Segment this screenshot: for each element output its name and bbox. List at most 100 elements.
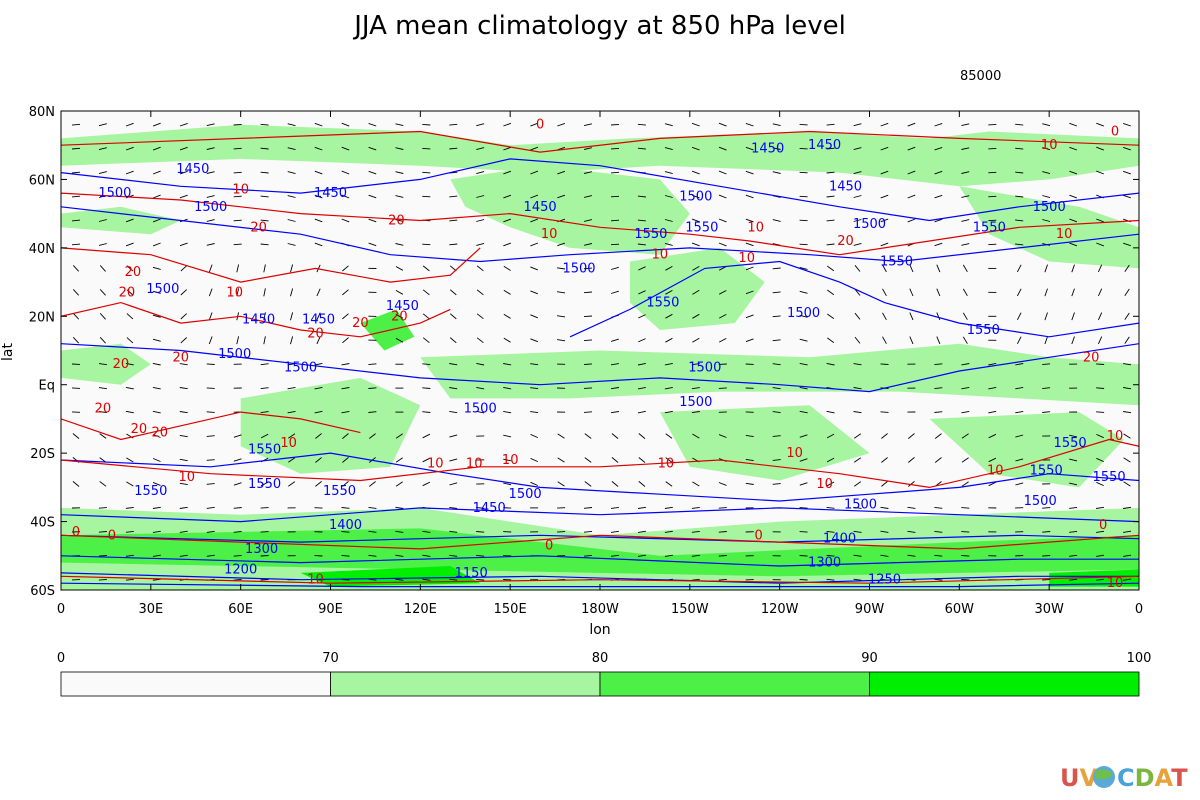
wind-vector — [610, 290, 619, 294]
wind-vector — [880, 530, 889, 533]
wind-vector — [208, 336, 213, 345]
wind-vector — [826, 481, 835, 487]
wind-vector — [907, 530, 916, 533]
wind-vector — [395, 147, 404, 150]
wind-vector — [125, 146, 134, 151]
wind-vector — [99, 289, 106, 296]
wind-vector — [557, 291, 566, 294]
wind-vector — [610, 554, 619, 557]
wind-vector — [449, 506, 458, 509]
wind-vector — [449, 387, 458, 390]
wind-vector — [557, 242, 566, 247]
wind-vector — [342, 265, 349, 272]
wind-vector — [72, 289, 80, 296]
wind-vector — [1042, 171, 1051, 175]
wind-vector — [882, 336, 887, 344]
x-tick-label: 0 — [57, 602, 65, 617]
wind-vector — [1096, 530, 1105, 533]
wind-vector — [233, 123, 242, 126]
wind-vector — [206, 459, 215, 461]
wind-vector — [638, 290, 646, 295]
wind-vector — [664, 171, 673, 175]
wind-vector — [961, 457, 969, 463]
wind-vector — [342, 313, 349, 320]
wind-vector — [665, 290, 673, 295]
x-tick-label: 150E — [494, 602, 527, 617]
wind-vector — [611, 457, 619, 463]
wind-vector — [126, 481, 134, 487]
contour-label: 20 — [131, 422, 148, 437]
wind-vector — [1123, 170, 1131, 175]
wind-vector — [1096, 170, 1104, 175]
wind-vector — [341, 554, 350, 557]
wind-vector — [1096, 122, 1104, 127]
wind-vector — [611, 481, 619, 487]
wind-vector — [691, 554, 700, 557]
contour-label: 1300 — [245, 542, 278, 557]
wind-vector — [583, 147, 593, 150]
wind-vector — [961, 481, 969, 487]
wind-vector — [152, 506, 161, 509]
wind-vector — [368, 146, 377, 151]
wind-vector — [98, 171, 107, 175]
wind-vector — [503, 386, 512, 390]
wind-vector — [799, 314, 808, 318]
wind-vector — [152, 146, 161, 151]
wind-vector — [934, 578, 943, 581]
wind-vector — [1123, 194, 1131, 199]
wind-vector — [316, 312, 321, 321]
wind-vector — [610, 530, 619, 533]
wind-vector — [476, 362, 485, 366]
wind-vector — [826, 123, 835, 126]
wind-vector — [583, 363, 593, 365]
wind-vector — [341, 531, 350, 533]
wind-vector — [449, 554, 458, 557]
wind-vector — [98, 531, 107, 533]
wind-vector — [1069, 218, 1078, 223]
wind-vector — [880, 170, 889, 175]
wind-vector — [1044, 312, 1048, 321]
contour-label: 10 — [226, 285, 243, 300]
wind-vector — [745, 314, 754, 319]
wind-vector — [880, 146, 889, 151]
wind-vector — [179, 122, 188, 127]
wind-vector — [799, 266, 808, 270]
wind-vector — [961, 243, 970, 246]
wind-vector — [1069, 458, 1078, 462]
wind-vector — [557, 122, 566, 127]
wind-vector — [180, 313, 188, 320]
wind-vector — [395, 578, 404, 581]
wind-vector — [691, 122, 700, 127]
wind-vector — [961, 171, 970, 174]
wind-vector — [180, 337, 188, 344]
wind-vector — [422, 337, 430, 344]
wind-vector — [125, 386, 134, 390]
wind-vector — [692, 337, 700, 343]
wind-vector — [854, 457, 862, 463]
wind-vector — [1017, 288, 1022, 297]
wind-vector — [503, 363, 512, 366]
wind-vector — [530, 363, 539, 366]
wind-vector — [288, 481, 296, 487]
wind-vector — [233, 219, 242, 222]
contour-label: 10 — [1056, 227, 1073, 242]
wind-vector — [1069, 506, 1078, 509]
wind-vector — [1096, 433, 1104, 439]
wind-vector — [368, 506, 377, 509]
wind-vector — [610, 411, 619, 414]
wind-vector — [99, 481, 107, 487]
wind-vector — [233, 195, 242, 198]
wind-vector — [880, 411, 889, 413]
wind-vector — [961, 555, 970, 557]
wind-vector — [1096, 387, 1105, 389]
wind-vector — [314, 218, 323, 223]
wind-vector — [152, 434, 161, 438]
contour-label: 1550 — [248, 443, 281, 458]
wind-vector — [1123, 457, 1131, 463]
wind-vector — [206, 123, 215, 127]
wind-vector — [422, 171, 431, 174]
wind-vector — [152, 386, 161, 390]
wind-vector — [233, 578, 242, 581]
wind-vector — [290, 264, 294, 273]
